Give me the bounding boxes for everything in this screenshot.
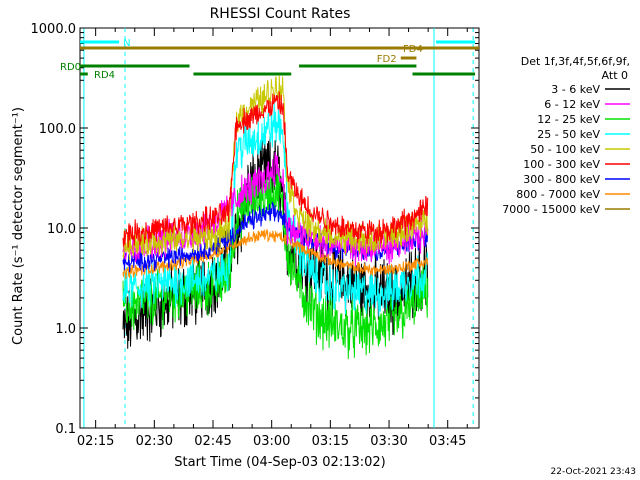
y-tick-label: 100.0 xyxy=(39,122,76,137)
legend-label: 12 - 25 keV xyxy=(537,113,600,126)
y-axis-label: Count Rate (s⁻¹ detector segment⁻¹) xyxy=(11,107,26,345)
x-axis-label: Start Time (04-Sep-03 02:13:02) xyxy=(174,455,385,470)
x-tick-label: 03:00 xyxy=(253,434,290,449)
flag-label-rd4: RD4 xyxy=(94,70,115,81)
series-line-100-300kev xyxy=(122,91,429,248)
legend-label: 800 - 7000 keV xyxy=(516,188,600,201)
flag-label-n: N xyxy=(123,38,130,49)
legend-label: 7000 - 15000 keV xyxy=(502,203,600,216)
y-tick-label: 1000.0 xyxy=(31,22,77,37)
legend-header-line-1: Det 1f,3f,4f,5f,6f,9f, xyxy=(521,55,630,68)
legend-header-line-2: Att 0 xyxy=(602,69,628,82)
x-tick-label: 03:45 xyxy=(429,434,466,449)
x-tick-label: 02:45 xyxy=(194,434,231,449)
legend-label: 100 - 300 keV xyxy=(523,158,600,171)
x-tick-label: 03:30 xyxy=(370,434,407,449)
series-line-800-7000kev xyxy=(122,229,429,280)
legend-label: 6 - 12 keV xyxy=(544,98,600,111)
x-tick-label: 02:15 xyxy=(77,434,114,449)
series-line-50-100kev xyxy=(122,75,429,261)
legend-label: 3 - 6 keV xyxy=(551,83,600,96)
chart-title: RHESSI Count Rates xyxy=(210,6,351,22)
y-tick-label: 0.1 xyxy=(55,422,76,437)
flag-label-rd0: RD0 xyxy=(60,62,81,73)
series-line-25-50kev xyxy=(122,101,429,317)
y-tick-label: 10.0 xyxy=(47,222,76,237)
series-line-300-800kev xyxy=(122,201,429,273)
y-tick-label: 1.0 xyxy=(55,322,76,337)
flag-label-fd2: FD2 xyxy=(377,54,397,65)
plot-area: 0.1 1.0 10.0 100.0 1000.0 02:15 02:30 02:45 03:0… xyxy=(31,22,480,449)
legend-label: 50 - 100 keV xyxy=(530,143,600,156)
legend: Det 1f,3f,4f,5f,6f,9f, Att 0 3 - 6 keV 6 … xyxy=(502,55,630,216)
flag-label-fd4: FD4 xyxy=(403,44,423,55)
legend-label: 300 - 800 keV xyxy=(523,173,600,186)
x-tick-label: 03:15 xyxy=(312,434,349,449)
x-tick-label: 02:30 xyxy=(136,434,173,449)
legend-label: 25 - 50 keV xyxy=(537,128,600,141)
timestamp: 22-Oct-2021 23:43 xyxy=(551,467,636,477)
